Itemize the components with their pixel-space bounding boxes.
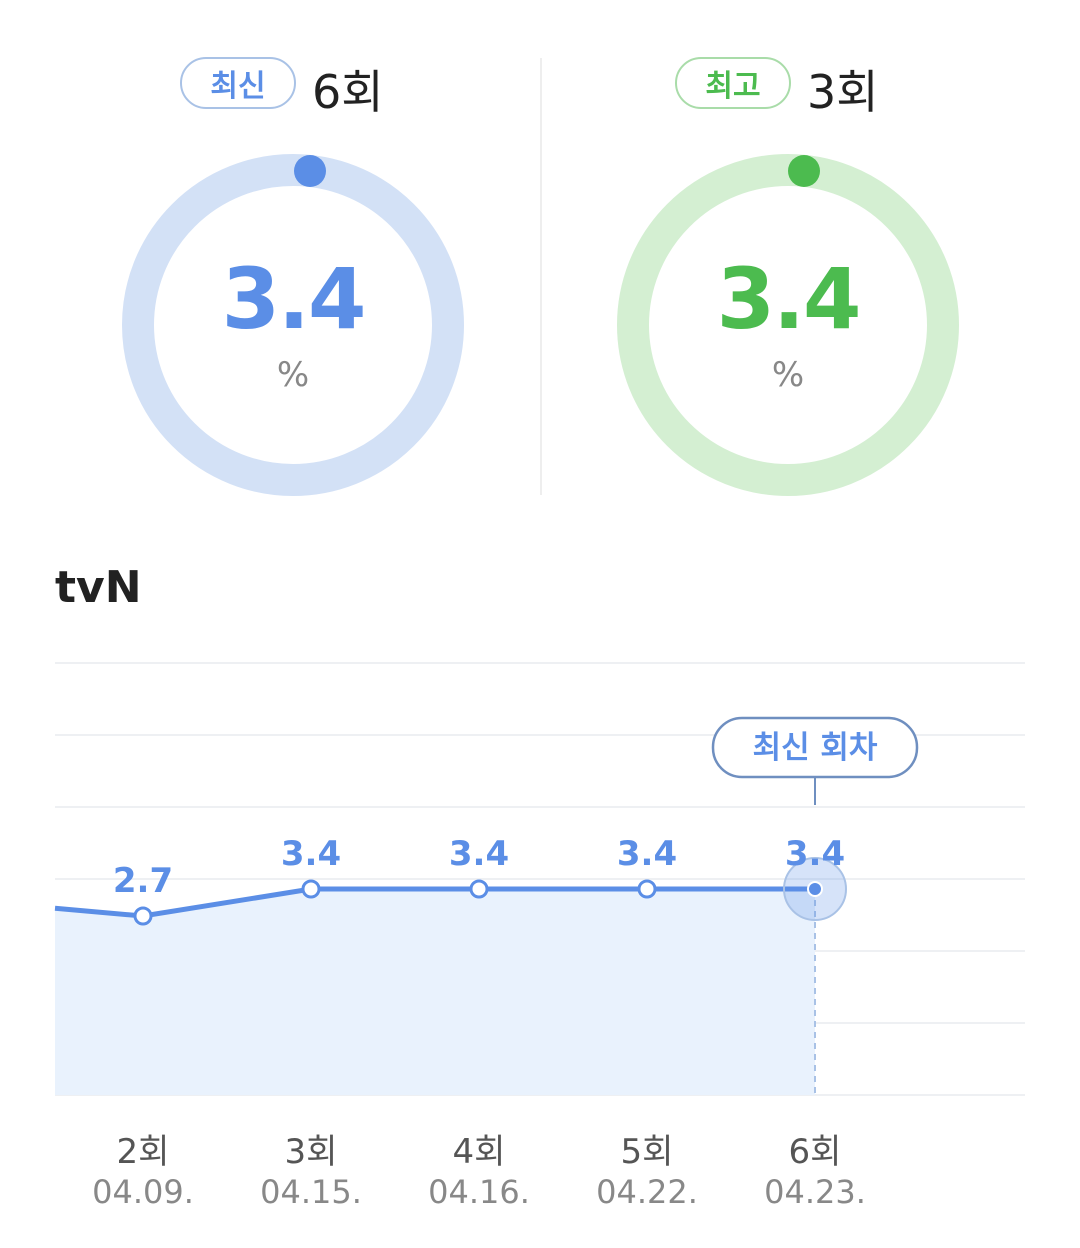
channel-title: tvN: [55, 562, 142, 613]
ratings-chart: 2.7 3.4 3.4 3.4 3.4 최신 회차: [54, 662, 1025, 1096]
x-tick-date: 04.23.: [764, 1173, 866, 1211]
x-tick-date: 04.15.: [260, 1173, 362, 1211]
data-label: 2.7: [113, 861, 173, 901]
best-badge: 최고: [675, 57, 791, 109]
best-episode: 3회: [807, 65, 879, 119]
latest-badge: 최신: [180, 57, 296, 109]
data-point: [469, 879, 489, 899]
best-value: 3.4: [716, 250, 862, 348]
data-point: [807, 881, 823, 897]
latest-ring-dot: [294, 155, 326, 187]
data-label: 3.4: [617, 834, 677, 874]
x-tick-date: 04.22.: [596, 1173, 698, 1211]
data-point: [637, 879, 657, 899]
x-tick-label: 2회: [116, 1132, 170, 1172]
data-label: 3.4: [449, 834, 509, 874]
series-line: [54, 886, 815, 919]
best-ring-dot: [788, 155, 820, 187]
x-tick-label: 5회: [620, 1132, 674, 1172]
latest-unit: %: [276, 355, 310, 395]
area-fill: [55, 889, 815, 1095]
latest-ring: [122, 154, 464, 496]
data-point: [301, 879, 321, 899]
best-ring: [617, 154, 959, 496]
x-tick-label: 4회: [452, 1132, 506, 1172]
data-label: 3.4: [281, 834, 341, 874]
annotation-label: 최신 회차: [753, 730, 878, 766]
latest-value: 3.4: [221, 250, 367, 348]
best-unit: %: [771, 355, 805, 395]
divider: [540, 58, 542, 495]
x-tick-date: 04.16.: [428, 1173, 530, 1211]
x-tick-date: 04.09.: [92, 1173, 194, 1211]
rating-rings: [122, 154, 959, 496]
x-tick-label: 3회: [284, 1132, 338, 1172]
annotation-box: [711, 716, 919, 779]
x-tick-label: 6회: [788, 1132, 842, 1172]
data-point: [133, 906, 153, 926]
data-label: 3.4: [785, 834, 845, 874]
latest-episode: 6회: [312, 65, 384, 119]
